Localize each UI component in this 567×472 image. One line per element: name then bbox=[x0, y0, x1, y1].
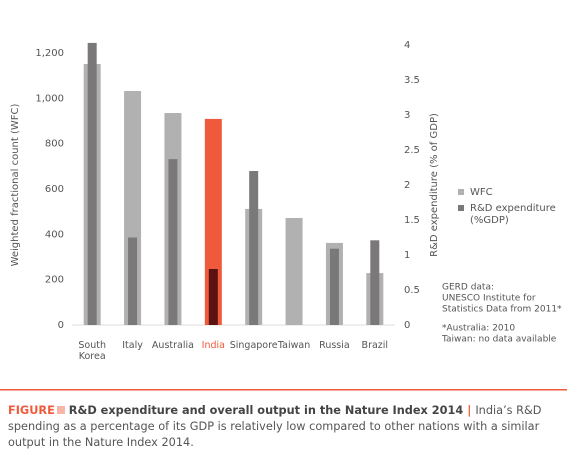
x-tick-label-box: Brazil bbox=[361, 340, 389, 351]
x-tick-label-box: South Korea bbox=[78, 340, 106, 362]
x-tick-label-box: Australia bbox=[151, 340, 194, 351]
x-tick-label: Australia bbox=[151, 340, 194, 351]
x-tick-label: Russia bbox=[319, 340, 350, 351]
y-tick-label: 0 bbox=[58, 320, 64, 331]
note-line: *Australia: 2010 bbox=[442, 324, 515, 334]
y2-axis-title: R&D expenditure (% of GDP) bbox=[429, 113, 440, 257]
caption-text: India’s R&D spending as a percentage of … bbox=[8, 404, 542, 449]
caption-title: R&D expenditure and overall output in th… bbox=[68, 404, 464, 417]
y-tick-label: 800 bbox=[45, 139, 64, 150]
x-tick-label-box: Italy bbox=[122, 340, 143, 351]
y-tick-label: 1,000 bbox=[35, 93, 64, 104]
x-tick-label-box: Russia bbox=[319, 340, 350, 351]
legend-label: R&D expenditure (%GDP) bbox=[470, 203, 556, 226]
y-tick-label: 400 bbox=[45, 229, 64, 240]
rd-bar bbox=[128, 237, 138, 325]
legend-label: WFC bbox=[470, 187, 493, 198]
rd-bar bbox=[370, 240, 380, 325]
caption-square bbox=[56, 406, 65, 414]
note-line: UNESCO Institute for bbox=[442, 294, 536, 304]
y2-tick-label: 3.5 bbox=[404, 75, 420, 86]
y2-tick-label: 3 bbox=[404, 110, 410, 121]
y-tick-label: 1,200 bbox=[35, 48, 64, 59]
x-tick-label: Singapore bbox=[229, 340, 278, 351]
y2-tick-label: 0.5 bbox=[404, 285, 420, 296]
x-tick-label: South Korea bbox=[78, 340, 106, 362]
note-line: Statistics Data from 2011* bbox=[442, 305, 562, 315]
rd-bar bbox=[87, 42, 97, 326]
wfc-bar bbox=[285, 217, 303, 325]
y2-tick-label: 0 bbox=[404, 320, 410, 331]
caption-rule bbox=[0, 389, 567, 391]
rd-bar bbox=[208, 269, 218, 325]
x-tick-label-box: Taiwan bbox=[277, 340, 311, 351]
rd-bar bbox=[329, 248, 339, 325]
x-tick-label-box: Singapore bbox=[229, 340, 278, 351]
y2-tick-label: 1 bbox=[404, 250, 410, 261]
rd-bar bbox=[168, 159, 178, 325]
y2-tick-label: 2 bbox=[404, 180, 410, 191]
y2-tick-label: 4 bbox=[404, 40, 410, 51]
caption: FIGURE R&D expenditure and overall output… bbox=[8, 403, 558, 451]
x-tick-label: Italy bbox=[122, 340, 143, 351]
chart: Weighted fractional count (WFC) R&D expe… bbox=[0, 40, 567, 391]
y-axis-title: Weighted fractional count (WFC) bbox=[10, 103, 21, 266]
y-tick-label: 600 bbox=[45, 184, 64, 195]
x-tick-label: India bbox=[201, 340, 225, 351]
note-line: GERD data: bbox=[442, 283, 494, 293]
caption-separator: | bbox=[467, 404, 472, 417]
x-tick-label: Brazil bbox=[361, 340, 389, 351]
note-line: Taiwan: no data available bbox=[441, 335, 557, 345]
y2-tick-label: 1.5 bbox=[404, 215, 420, 226]
y2-tick-label: 2.5 bbox=[404, 145, 420, 156]
rd-bar bbox=[249, 171, 259, 325]
legend-swatch bbox=[458, 205, 464, 211]
caption-label: FIGURE bbox=[8, 404, 55, 417]
legend-swatch bbox=[458, 189, 464, 195]
y-tick-label: 200 bbox=[45, 275, 64, 286]
x-tick-label-box: India bbox=[201, 340, 225, 351]
x-tick-label: Taiwan bbox=[277, 340, 311, 351]
